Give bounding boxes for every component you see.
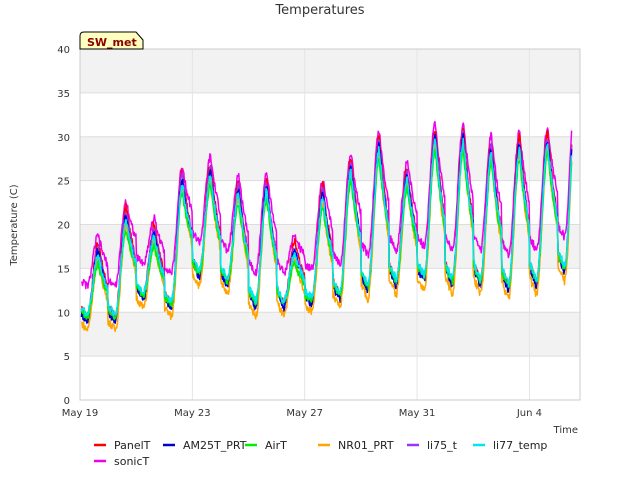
plot-band: [80, 356, 580, 400]
x-axis-ticks: May 19 May 23 May 27 May 31 Jun 4: [62, 408, 542, 419]
series-line-li77-temp: [80, 137, 573, 317]
badge-label: SW_met: [87, 36, 137, 49]
legend-label: sonicT: [114, 455, 150, 468]
x-tick-label: May 19: [62, 408, 99, 419]
chart-title: Temperatures: [274, 3, 364, 18]
x-tick-label: May 31: [399, 408, 436, 419]
legend-label: AirT: [265, 439, 287, 452]
legend-item-li77-temp: li77_temp: [473, 439, 547, 452]
plot-band: [80, 92, 580, 137]
legend-label: PanelT: [114, 439, 151, 452]
legend-item-li75-t: li75_t: [407, 439, 458, 452]
x-axis-label: Time: [553, 425, 578, 436]
y-tick-label: 15: [57, 264, 70, 275]
x-tick-label: May 23: [174, 408, 211, 419]
y-tick-label: 35: [57, 89, 70, 100]
y-axis-label: Temperature (C): [9, 184, 20, 266]
y-tick-label: 0: [64, 396, 70, 407]
y-tick-label: 20: [57, 221, 70, 232]
y-tick-label: 10: [57, 308, 70, 319]
series-line-sonict: [81, 120, 573, 290]
x-tick-label: Jun 4: [516, 408, 542, 419]
plot-band: [80, 136, 580, 181]
y-tick-label: 40: [57, 45, 70, 56]
legend-label: AM25T_PRT: [183, 439, 247, 452]
y-tick-label: 30: [57, 133, 70, 144]
chart-legend: PanelT AM25T_PRT AirT NR01_PRT li75_t li77_te…: [94, 439, 547, 468]
plot-band: [80, 49, 580, 93]
y-tick-label: 5: [64, 352, 70, 363]
legend-label: li75_t: [427, 439, 458, 452]
y-axis-ticks: 0 5 10 15 20 25 30 35 40: [57, 45, 70, 407]
legend-label: NR01_PRT: [338, 439, 394, 452]
x-tick-label: May 27: [286, 408, 323, 419]
plot-frame: [79, 48, 581, 401]
legend-item-panelt: PanelT: [94, 439, 151, 452]
y-tick-label: 25: [57, 177, 70, 188]
badge-shape: [79, 31, 144, 50]
legend-item-airt: AirT: [245, 439, 287, 452]
legend-label: li77_temp: [493, 439, 547, 452]
legend-item-nr01-prt: NR01_PRT: [318, 439, 394, 452]
legend-item-sonict: sonicT: [94, 455, 150, 468]
sw-met-badge: SW_met: [79, 31, 144, 50]
legend-item-am25t-prt: AM25T_PRT: [163, 439, 247, 452]
plot-series-lines: [80, 120, 573, 332]
plot-band: [80, 312, 580, 357]
